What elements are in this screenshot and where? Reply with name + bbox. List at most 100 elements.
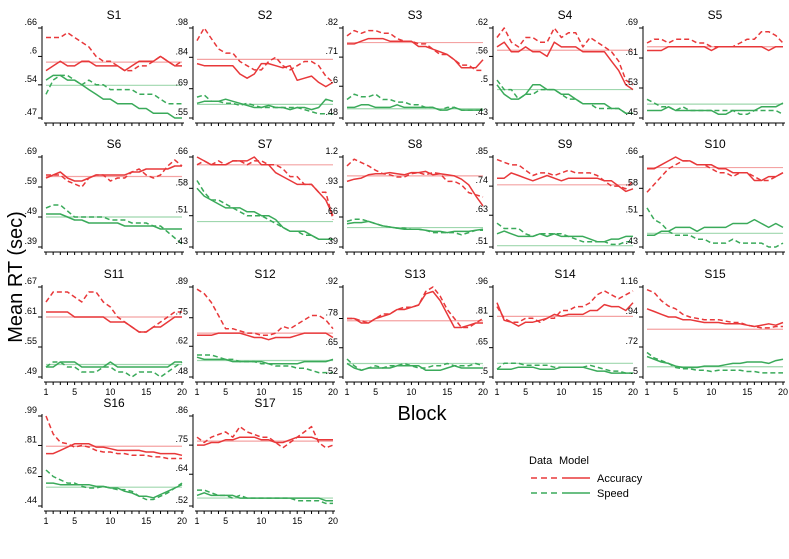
accuracy-data-line <box>196 425 334 449</box>
accuracy-data-line <box>496 158 634 190</box>
accuracy-data-line <box>196 27 334 83</box>
accuracy-data-line <box>646 160 784 193</box>
y-tick-label: .89 <box>175 276 188 286</box>
panels: S1.47.54.6.66 S2.55.69.84.98 S3.48.6.71.82… <box>24 8 788 526</box>
y-tick-label: .55 <box>175 107 188 117</box>
accuracy-data-line <box>196 160 334 220</box>
accuracy-model-line <box>346 170 484 207</box>
y-tick-label: .39 <box>325 236 338 246</box>
x-tick-label: 10 <box>105 387 115 397</box>
y-tick-label: .63 <box>475 204 488 214</box>
y-tick-label: .59 <box>24 176 37 186</box>
panel-title: S16 <box>103 396 125 410</box>
speed-model-line <box>196 492 333 502</box>
y-tick-label: .81 <box>475 305 488 315</box>
accuracy-model-line <box>45 165 182 182</box>
legend-speed-label: Speed <box>597 488 629 500</box>
panel-s14: S14.5.65.81.961 5 10 15 20 <box>475 267 638 397</box>
accuracy-model-line <box>196 156 334 217</box>
speed-model-line <box>647 218 784 237</box>
y-tick-label: .94 <box>625 306 638 316</box>
y-tick-label: .81 <box>24 434 37 444</box>
x-tick-label: 5 <box>523 387 528 397</box>
accuracy-model-line <box>46 311 182 333</box>
y-tick-label: .72 <box>625 336 638 346</box>
speed-data-line <box>196 180 333 240</box>
x-tick-label: 5 <box>72 387 77 397</box>
panel-s10: S10 .43 .51 .58 .66 <box>625 137 785 255</box>
speed-model-line <box>196 187 333 240</box>
y-tick-label: .43 <box>175 236 188 246</box>
x-tick-label: 1 <box>43 387 48 397</box>
y-tick-label: .54 <box>24 74 37 84</box>
speed-model-line <box>46 361 182 368</box>
x-tick-label: 10 <box>706 387 716 397</box>
speed-model-line <box>346 220 484 234</box>
x-tick-label: 15 <box>141 387 151 397</box>
speed-model-line <box>196 356 334 365</box>
panel-s11: S11.49.55.61.671 5 10 15 20 <box>24 267 187 397</box>
panel-title: S17 <box>254 396 276 410</box>
y-tick-label: .64 <box>175 463 188 473</box>
y-tick-label: .49 <box>24 366 37 376</box>
panel-s7: S7 .43 .51 .58 .66 <box>175 137 335 255</box>
y-tick-label: .65 <box>475 337 488 347</box>
speed-data-line <box>45 361 183 378</box>
y-tick-label: .51 <box>175 205 188 215</box>
x-tick-label: 10 <box>256 387 266 397</box>
speed-model-line <box>496 84 633 115</box>
speed-model-line <box>196 98 334 111</box>
panel-title: S13 <box>404 267 426 281</box>
x-tick-label: 10 <box>256 516 266 526</box>
y-tick-label: .66 <box>625 146 638 156</box>
accuracy-model-line <box>197 332 334 341</box>
accuracy-data-line <box>196 288 334 337</box>
accuracy-model-line <box>46 443 183 457</box>
accuracy-model-line <box>197 436 333 446</box>
y-tick-label: .62 <box>175 335 188 345</box>
panel-s3: S3 .48 .6 .71 .82 <box>325 8 485 126</box>
y-tick-label: .82 <box>325 17 338 27</box>
legend: Data Model Accuracy Speed <box>529 455 643 500</box>
y-tick-label: .71 <box>325 46 338 56</box>
accuracy-data-line <box>46 159 183 188</box>
panel-s2: S2 .55 .69 .84 .98 <box>175 8 335 126</box>
accuracy-data-line <box>45 291 182 333</box>
y-tick-label: .66 <box>175 146 188 156</box>
panel-title: S14 <box>554 267 576 281</box>
speed-model-line <box>45 74 182 119</box>
panel-title: S8 <box>408 137 423 151</box>
speed-model-line <box>347 104 483 111</box>
y-tick-label: .52 <box>325 366 338 376</box>
x-tick-label: 15 <box>592 387 602 397</box>
legend-header-data: Data <box>529 455 553 467</box>
speed-data-line <box>197 354 333 374</box>
y-tick-label: .98 <box>175 17 188 27</box>
y-tick-label: .58 <box>625 177 638 187</box>
accuracy-model-line <box>646 308 784 328</box>
panel-title: S6 <box>107 137 122 151</box>
y-tick-label: .55 <box>24 336 37 346</box>
panel-title: S10 <box>704 137 726 151</box>
panel-title: S4 <box>558 8 573 22</box>
accuracy-data-line <box>346 29 483 72</box>
y-tick-label: .66 <box>325 206 338 216</box>
panel-s16: S16.44.62.81.991 5 10 15 20 <box>24 396 187 526</box>
y-tick-label: .6 <box>330 75 338 85</box>
accuracy-data-line <box>346 158 484 198</box>
y-tick-label: .51 <box>625 205 638 215</box>
x-tick-label: 5 <box>673 387 678 397</box>
y-tick-label: .62 <box>475 17 488 27</box>
speed-model-line <box>346 362 483 372</box>
panel-s5: S5 .45 .53 .61 .69 <box>625 8 785 126</box>
x-tick-label: 1 <box>43 516 48 526</box>
y-tick-label: .84 <box>175 46 188 56</box>
speed-model-line <box>647 102 784 116</box>
x-tick-label: 10 <box>556 387 566 397</box>
accuracy-model-line <box>347 37 484 69</box>
panel-s13: S13.52.65.78.921 5 10 15 20 <box>325 267 488 397</box>
accuracy-data-line <box>646 289 783 329</box>
y-tick-label: .6 <box>29 45 37 55</box>
speed-model-line <box>646 355 784 369</box>
